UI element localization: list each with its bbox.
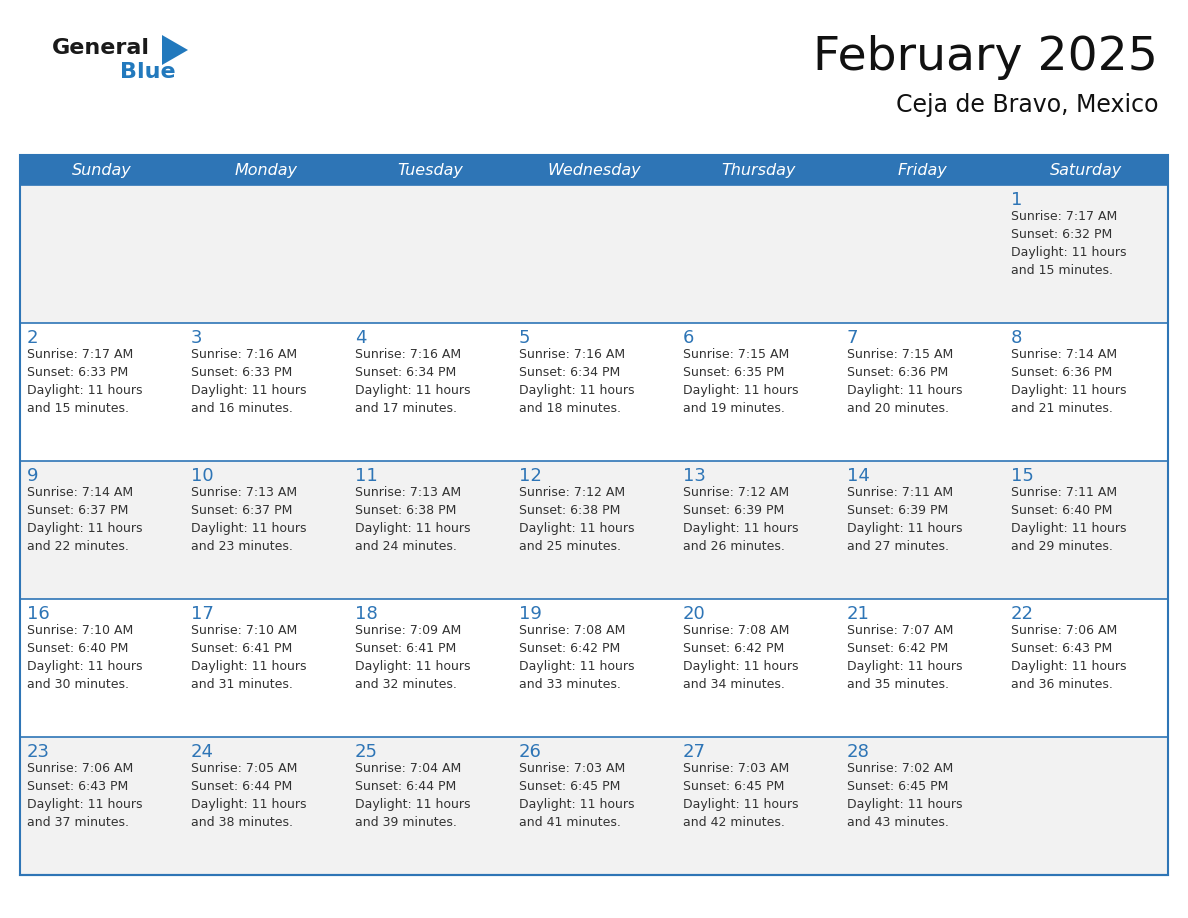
Bar bbox=[20, 155, 1168, 875]
Text: Sunrise: 7:16 AM
Sunset: 6:34 PM
Daylight: 11 hours
and 17 minutes.: Sunrise: 7:16 AM Sunset: 6:34 PM Dayligh… bbox=[355, 348, 470, 415]
Polygon shape bbox=[162, 35, 188, 65]
Text: Sunrise: 7:15 AM
Sunset: 6:35 PM
Daylight: 11 hours
and 19 minutes.: Sunrise: 7:15 AM Sunset: 6:35 PM Dayligh… bbox=[683, 348, 798, 415]
Text: Monday: Monday bbox=[234, 162, 297, 177]
Text: Sunday: Sunday bbox=[72, 162, 132, 177]
Text: 21: 21 bbox=[847, 605, 870, 623]
Text: Tuesday: Tuesday bbox=[397, 162, 463, 177]
Text: Blue: Blue bbox=[120, 62, 176, 82]
Text: 10: 10 bbox=[191, 467, 214, 485]
Text: 8: 8 bbox=[1011, 329, 1023, 347]
Text: 16: 16 bbox=[27, 605, 50, 623]
Text: Sunrise: 7:17 AM
Sunset: 6:33 PM
Daylight: 11 hours
and 15 minutes.: Sunrise: 7:17 AM Sunset: 6:33 PM Dayligh… bbox=[27, 348, 143, 415]
Text: 20: 20 bbox=[683, 605, 706, 623]
Text: Sunrise: 7:15 AM
Sunset: 6:36 PM
Daylight: 11 hours
and 20 minutes.: Sunrise: 7:15 AM Sunset: 6:36 PM Dayligh… bbox=[847, 348, 962, 415]
Text: Sunrise: 7:05 AM
Sunset: 6:44 PM
Daylight: 11 hours
and 38 minutes.: Sunrise: 7:05 AM Sunset: 6:44 PM Dayligh… bbox=[191, 762, 307, 829]
Text: 7: 7 bbox=[847, 329, 859, 347]
Text: 23: 23 bbox=[27, 743, 50, 761]
Text: Sunrise: 7:10 AM
Sunset: 6:41 PM
Daylight: 11 hours
and 31 minutes.: Sunrise: 7:10 AM Sunset: 6:41 PM Dayligh… bbox=[191, 624, 307, 691]
Text: Sunrise: 7:08 AM
Sunset: 6:42 PM
Daylight: 11 hours
and 33 minutes.: Sunrise: 7:08 AM Sunset: 6:42 PM Dayligh… bbox=[519, 624, 634, 691]
Text: 18: 18 bbox=[355, 605, 378, 623]
Text: Friday: Friday bbox=[897, 162, 947, 177]
Text: Thursday: Thursday bbox=[721, 162, 795, 177]
Text: 5: 5 bbox=[519, 329, 531, 347]
Text: Sunrise: 7:03 AM
Sunset: 6:45 PM
Daylight: 11 hours
and 42 minutes.: Sunrise: 7:03 AM Sunset: 6:45 PM Dayligh… bbox=[683, 762, 798, 829]
Bar bbox=[20, 737, 1168, 875]
Text: 1: 1 bbox=[1011, 191, 1023, 209]
Bar bbox=[20, 185, 1168, 323]
Text: Sunrise: 7:11 AM
Sunset: 6:40 PM
Daylight: 11 hours
and 29 minutes.: Sunrise: 7:11 AM Sunset: 6:40 PM Dayligh… bbox=[1011, 486, 1126, 553]
Text: 14: 14 bbox=[847, 467, 870, 485]
Text: 4: 4 bbox=[355, 329, 367, 347]
Text: 15: 15 bbox=[1011, 467, 1034, 485]
Text: 2: 2 bbox=[27, 329, 38, 347]
Text: 27: 27 bbox=[683, 743, 706, 761]
Text: 28: 28 bbox=[847, 743, 870, 761]
Text: 25: 25 bbox=[355, 743, 378, 761]
Text: Saturday: Saturday bbox=[1050, 162, 1123, 177]
Text: 26: 26 bbox=[519, 743, 542, 761]
Text: General: General bbox=[52, 38, 150, 58]
Text: 24: 24 bbox=[191, 743, 214, 761]
Text: Wednesday: Wednesday bbox=[548, 162, 640, 177]
Text: 11: 11 bbox=[355, 467, 378, 485]
Bar bbox=[20, 155, 1168, 185]
Text: Sunrise: 7:10 AM
Sunset: 6:40 PM
Daylight: 11 hours
and 30 minutes.: Sunrise: 7:10 AM Sunset: 6:40 PM Dayligh… bbox=[27, 624, 143, 691]
Text: 12: 12 bbox=[519, 467, 542, 485]
Text: Ceja de Bravo, Mexico: Ceja de Bravo, Mexico bbox=[896, 93, 1158, 117]
Text: Sunrise: 7:16 AM
Sunset: 6:34 PM
Daylight: 11 hours
and 18 minutes.: Sunrise: 7:16 AM Sunset: 6:34 PM Dayligh… bbox=[519, 348, 634, 415]
Text: Sunrise: 7:13 AM
Sunset: 6:37 PM
Daylight: 11 hours
and 23 minutes.: Sunrise: 7:13 AM Sunset: 6:37 PM Dayligh… bbox=[191, 486, 307, 553]
Text: Sunrise: 7:04 AM
Sunset: 6:44 PM
Daylight: 11 hours
and 39 minutes.: Sunrise: 7:04 AM Sunset: 6:44 PM Dayligh… bbox=[355, 762, 470, 829]
Text: Sunrise: 7:14 AM
Sunset: 6:36 PM
Daylight: 11 hours
and 21 minutes.: Sunrise: 7:14 AM Sunset: 6:36 PM Dayligh… bbox=[1011, 348, 1126, 415]
Text: 22: 22 bbox=[1011, 605, 1034, 623]
Text: Sunrise: 7:16 AM
Sunset: 6:33 PM
Daylight: 11 hours
and 16 minutes.: Sunrise: 7:16 AM Sunset: 6:33 PM Dayligh… bbox=[191, 348, 307, 415]
Text: Sunrise: 7:12 AM
Sunset: 6:39 PM
Daylight: 11 hours
and 26 minutes.: Sunrise: 7:12 AM Sunset: 6:39 PM Dayligh… bbox=[683, 486, 798, 553]
Bar bbox=[20, 599, 1168, 737]
Text: Sunrise: 7:03 AM
Sunset: 6:45 PM
Daylight: 11 hours
and 41 minutes.: Sunrise: 7:03 AM Sunset: 6:45 PM Dayligh… bbox=[519, 762, 634, 829]
Text: Sunrise: 7:06 AM
Sunset: 6:43 PM
Daylight: 11 hours
and 36 minutes.: Sunrise: 7:06 AM Sunset: 6:43 PM Dayligh… bbox=[1011, 624, 1126, 691]
Text: 6: 6 bbox=[683, 329, 694, 347]
Text: Sunrise: 7:11 AM
Sunset: 6:39 PM
Daylight: 11 hours
and 27 minutes.: Sunrise: 7:11 AM Sunset: 6:39 PM Dayligh… bbox=[847, 486, 962, 553]
Text: 17: 17 bbox=[191, 605, 214, 623]
Text: 3: 3 bbox=[191, 329, 202, 347]
Text: Sunrise: 7:14 AM
Sunset: 6:37 PM
Daylight: 11 hours
and 22 minutes.: Sunrise: 7:14 AM Sunset: 6:37 PM Dayligh… bbox=[27, 486, 143, 553]
Bar bbox=[20, 461, 1168, 599]
Bar bbox=[20, 323, 1168, 461]
Text: Sunrise: 7:02 AM
Sunset: 6:45 PM
Daylight: 11 hours
and 43 minutes.: Sunrise: 7:02 AM Sunset: 6:45 PM Dayligh… bbox=[847, 762, 962, 829]
Text: February 2025: February 2025 bbox=[813, 36, 1158, 81]
Text: 19: 19 bbox=[519, 605, 542, 623]
Text: Sunrise: 7:06 AM
Sunset: 6:43 PM
Daylight: 11 hours
and 37 minutes.: Sunrise: 7:06 AM Sunset: 6:43 PM Dayligh… bbox=[27, 762, 143, 829]
Text: 13: 13 bbox=[683, 467, 706, 485]
Text: Sunrise: 7:17 AM
Sunset: 6:32 PM
Daylight: 11 hours
and 15 minutes.: Sunrise: 7:17 AM Sunset: 6:32 PM Dayligh… bbox=[1011, 210, 1126, 277]
Text: Sunrise: 7:08 AM
Sunset: 6:42 PM
Daylight: 11 hours
and 34 minutes.: Sunrise: 7:08 AM Sunset: 6:42 PM Dayligh… bbox=[683, 624, 798, 691]
Text: Sunrise: 7:07 AM
Sunset: 6:42 PM
Daylight: 11 hours
and 35 minutes.: Sunrise: 7:07 AM Sunset: 6:42 PM Dayligh… bbox=[847, 624, 962, 691]
Text: Sunrise: 7:13 AM
Sunset: 6:38 PM
Daylight: 11 hours
and 24 minutes.: Sunrise: 7:13 AM Sunset: 6:38 PM Dayligh… bbox=[355, 486, 470, 553]
Text: Sunrise: 7:12 AM
Sunset: 6:38 PM
Daylight: 11 hours
and 25 minutes.: Sunrise: 7:12 AM Sunset: 6:38 PM Dayligh… bbox=[519, 486, 634, 553]
Text: 9: 9 bbox=[27, 467, 38, 485]
Text: Sunrise: 7:09 AM
Sunset: 6:41 PM
Daylight: 11 hours
and 32 minutes.: Sunrise: 7:09 AM Sunset: 6:41 PM Dayligh… bbox=[355, 624, 470, 691]
